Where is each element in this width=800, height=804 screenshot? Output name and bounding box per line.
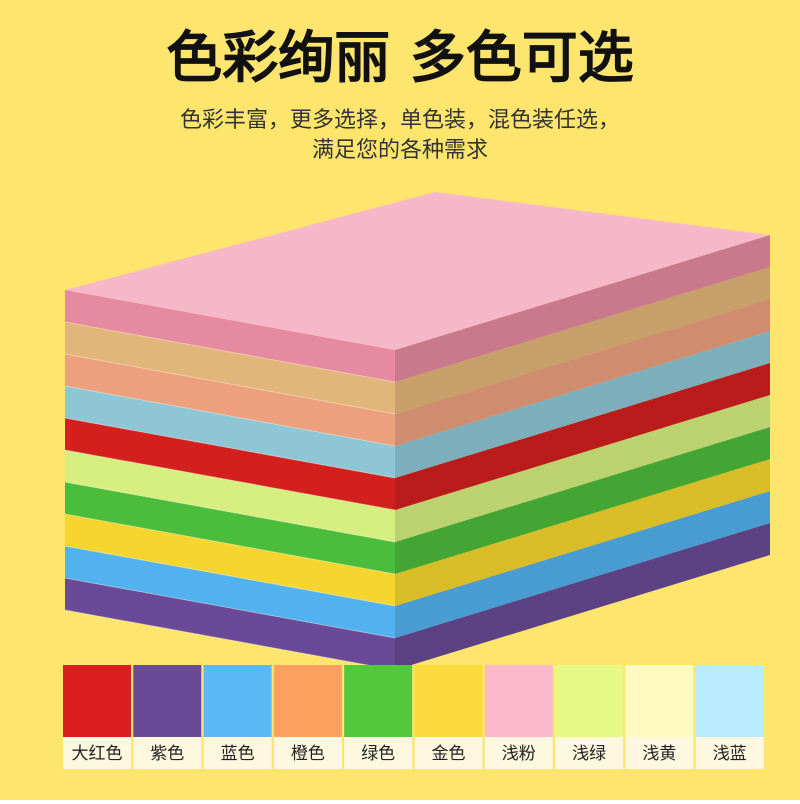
paper-side	[395, 299, 770, 446]
title: 色彩绚丽 多色可选	[166, 26, 634, 91]
swatch-label: 金色	[432, 744, 466, 764]
swatch-color	[133, 665, 202, 737]
paper-side	[395, 331, 770, 478]
subtitle-line: 满足您的各种需求	[312, 138, 488, 163]
paper-edge	[64, 417, 396, 479]
paper-front	[65, 418, 395, 510]
paper-side	[395, 523, 770, 670]
paper-front	[65, 514, 395, 606]
paper-edge	[64, 321, 396, 383]
swatch-label: 紫色	[150, 744, 184, 764]
swatch-color	[203, 665, 272, 737]
swatch-color	[344, 665, 413, 737]
paper-front	[65, 546, 395, 638]
swatch-label-bg	[484, 737, 553, 769]
swatch-color	[414, 665, 483, 737]
paper-front	[65, 322, 395, 414]
swatch-label: 浅蓝	[713, 744, 747, 764]
swatch-label: 蓝色	[221, 744, 255, 764]
swatch-color	[273, 665, 342, 737]
paper-side-shade	[395, 427, 770, 574]
swatch-label-bg	[63, 737, 131, 769]
paper-edge	[64, 449, 396, 511]
swatch-label-bg	[203, 737, 272, 769]
paper-edge	[64, 353, 396, 415]
subtitle-line: 色彩丰富，更多选择，单色装，混色装任选，	[180, 108, 620, 133]
paper-front	[65, 482, 395, 574]
paper-top	[65, 192, 770, 350]
paper-side-shade	[395, 363, 770, 510]
paper-edge	[64, 513, 396, 575]
paper-side-shade	[395, 523, 770, 670]
swatch-color	[625, 665, 694, 737]
swatch-label: 橙色	[291, 744, 325, 764]
swatch-row: 大红色 紫色 蓝色 橙色 绿色 金色 浅粉 浅绿 浅黄 浅蓝	[63, 665, 764, 769]
paper-side	[395, 267, 770, 414]
paper-side-shade	[395, 267, 770, 414]
swatch-color	[63, 665, 131, 737]
paper-side	[395, 459, 770, 606]
paper-side-shade	[395, 459, 770, 606]
paper-edge	[64, 385, 396, 447]
swatch-label: 浅绿	[572, 744, 606, 764]
paper-side	[395, 491, 770, 638]
swatch-label: 浅粉	[502, 744, 536, 764]
paper-edge	[64, 481, 396, 543]
paper-stack	[64, 192, 770, 671]
swatch-color	[695, 665, 764, 737]
paper-side-shade	[395, 235, 770, 382]
swatch-label: 大红色	[72, 744, 123, 764]
swatch-label-bg	[414, 737, 483, 769]
swatch-label-bg	[273, 737, 342, 769]
paper-front	[65, 450, 395, 542]
paper-edge	[64, 545, 396, 607]
paper-side-shade	[395, 491, 770, 638]
paper-side-shade	[395, 299, 770, 446]
paper-side	[395, 427, 770, 574]
paper-front	[65, 354, 395, 446]
swatch-label-bg	[625, 737, 694, 769]
swatch-label-bg	[555, 737, 624, 769]
paper-side	[395, 363, 770, 510]
paper-edge	[64, 609, 396, 671]
paper-side	[395, 235, 770, 382]
swatch-label-bg	[344, 737, 413, 769]
paper-front	[65, 386, 395, 478]
swatch-color	[555, 665, 624, 737]
paper-side-shade	[395, 331, 770, 478]
swatch-label: 绿色	[361, 744, 395, 764]
paper-side	[395, 395, 770, 542]
swatch-label: 浅黄	[642, 744, 676, 764]
paper-edge	[64, 577, 396, 639]
swatch-label-bg	[133, 737, 202, 769]
swatch-label-bg	[695, 737, 764, 769]
swatch-color	[484, 665, 553, 737]
paper-front	[65, 290, 395, 382]
paper-side-shade	[395, 395, 770, 542]
paper-front	[65, 578, 395, 670]
